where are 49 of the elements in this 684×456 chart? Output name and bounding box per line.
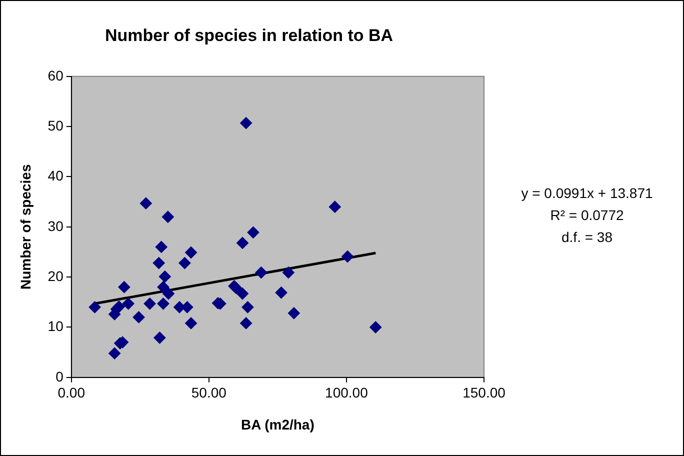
point [370, 321, 382, 334]
point [240, 117, 252, 130]
x-axis-title: BA (m2/ha) [240, 416, 314, 432]
chart-title: Number of species in relation to BA [104, 26, 394, 45]
point [108, 347, 121, 360]
point [247, 226, 260, 238]
text: y = 0.0991x + 13.871 [520, 184, 654, 203]
point [342, 250, 354, 262]
point [282, 266, 294, 279]
point [236, 236, 248, 249]
point [162, 210, 174, 223]
point [154, 332, 166, 344]
point [275, 286, 288, 299]
point [88, 301, 101, 314]
y-tick-label: 40 [48, 168, 64, 184]
y-tick-label: 50 [48, 117, 64, 134]
point [288, 307, 300, 320]
text: R² = 0.0772 [549, 206, 625, 225]
point [140, 197, 152, 210]
y-axis-title: Number of species [17, 164, 34, 290]
point [185, 246, 198, 258]
x-tick-label: 150.00 [462, 384, 506, 401]
text: d.f. = 38 [560, 228, 614, 247]
point [178, 257, 191, 270]
point [240, 317, 252, 330]
y-tick-label: 30 [48, 218, 64, 234]
y-tick-label: 60 [48, 67, 64, 84]
point [328, 200, 341, 213]
y-tick-label: 10 [48, 318, 64, 334]
point [155, 240, 168, 253]
point [162, 288, 174, 300]
point [236, 288, 248, 300]
point [118, 281, 130, 294]
x-tick-label: 50.00 [191, 384, 227, 401]
point [122, 298, 134, 310]
y-tick-label: 20 [48, 268, 64, 284]
point [185, 317, 198, 330]
point [242, 301, 254, 314]
point [132, 311, 145, 324]
point [158, 270, 171, 283]
x-tick-label: 100.00 [325, 384, 368, 401]
point [144, 298, 156, 310]
x-tick-label: 0.00 [58, 384, 86, 401]
point [255, 266, 268, 279]
point [157, 298, 170, 310]
point [112, 300, 125, 313]
y-tick-label: 0 [56, 368, 64, 384]
point [157, 281, 170, 294]
point [152, 257, 165, 270]
